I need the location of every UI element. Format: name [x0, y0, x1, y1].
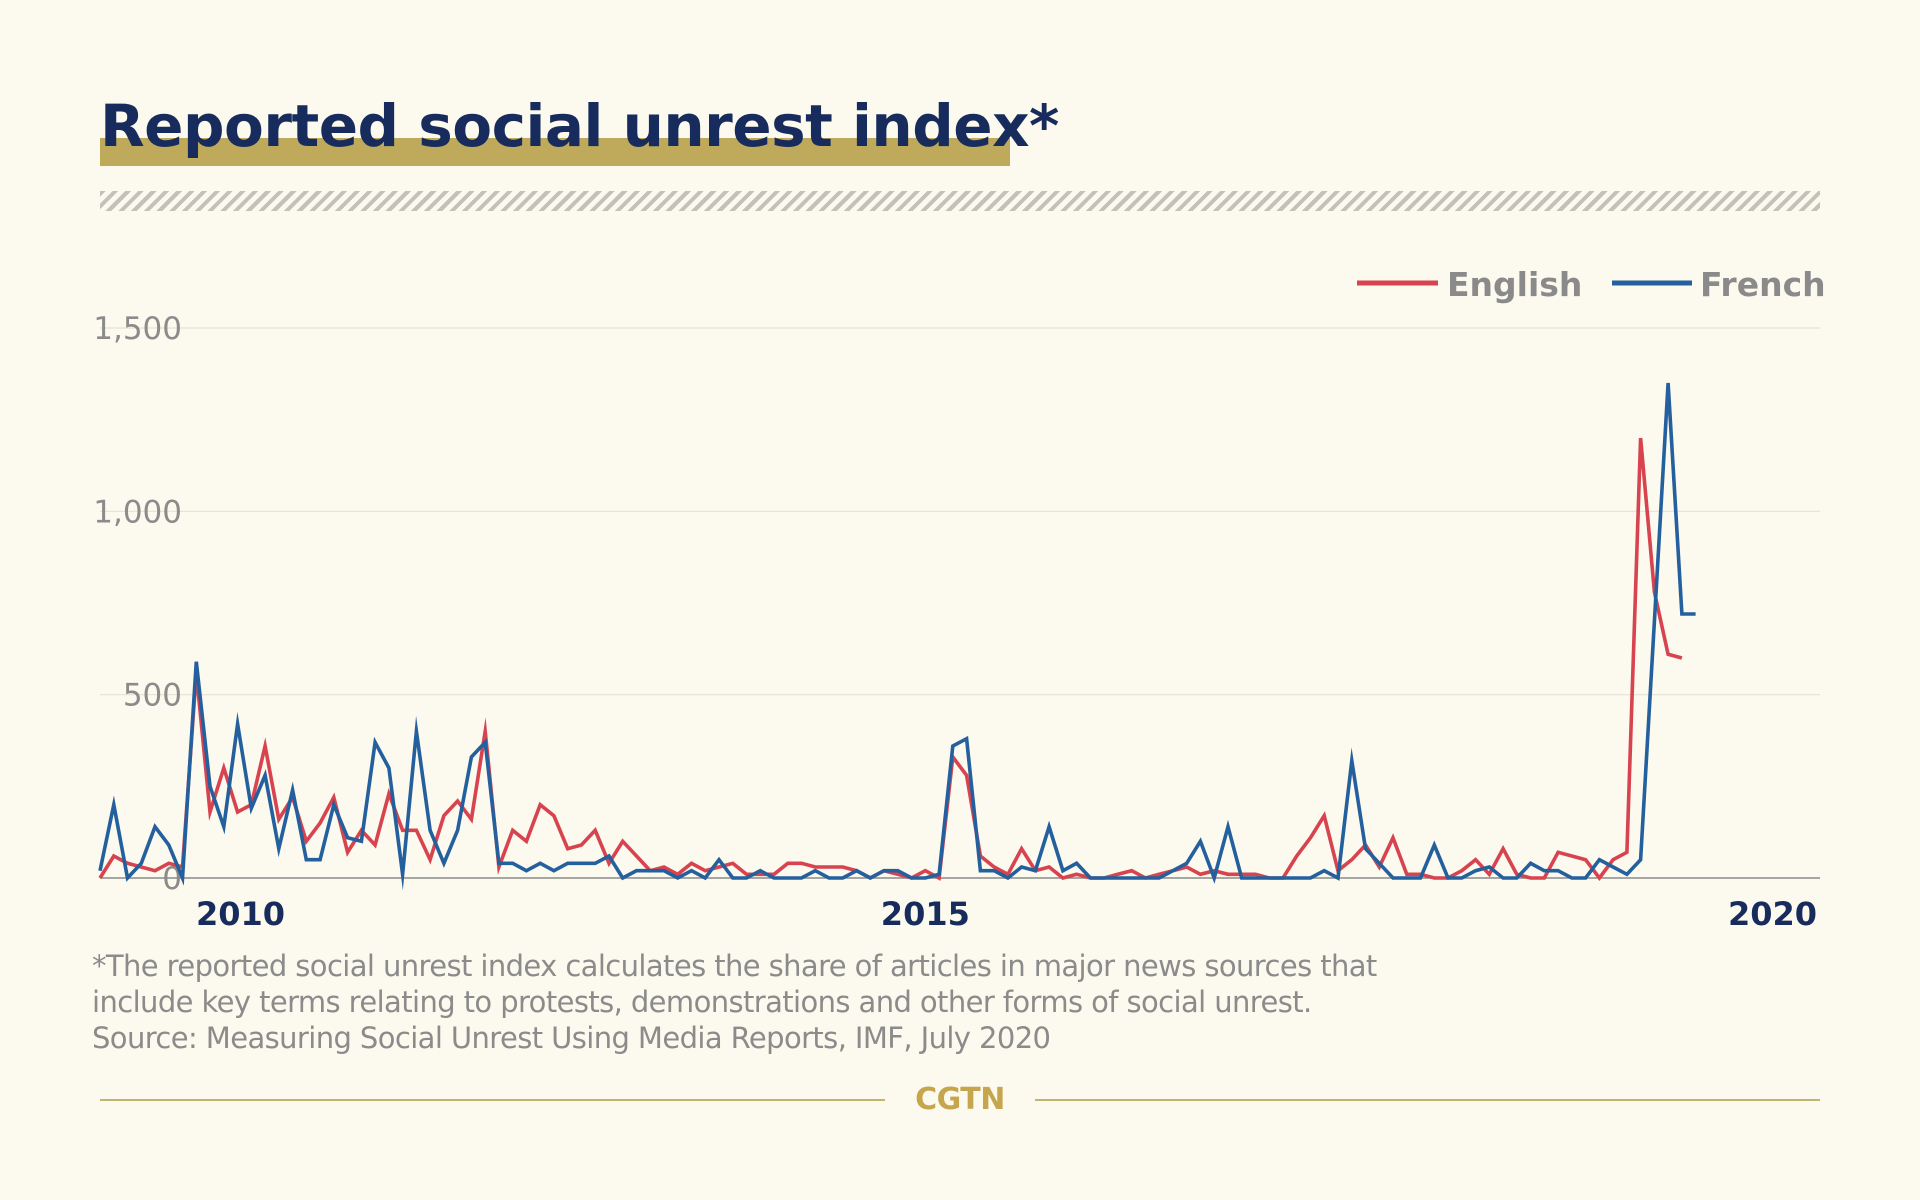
hatched-divider [100, 191, 1820, 211]
title-underline-bar [100, 138, 1010, 166]
series-line-french [98, 382, 1696, 891]
chart-title: Reported social unrest index* [100, 92, 1059, 160]
x-tick-label: 2020 [1728, 895, 1817, 933]
brand-divider-right [1035, 1099, 1820, 1101]
source-note: Source: Measuring Social Unrest Using Me… [92, 1021, 1051, 1055]
y-tick-label: 500 [123, 678, 182, 714]
x-tick-label: 2015 [881, 895, 970, 933]
y-tick-label: 1,500 [93, 311, 182, 347]
y-tick-label: 1,000 [93, 494, 182, 530]
brand-divider-left [100, 1099, 885, 1101]
y-tick-label: 0 [162, 861, 182, 897]
footnote: *The reported social unrest index calcul… [92, 948, 1377, 1056]
cgtn-logo: CGTN [915, 1082, 1005, 1117]
x-tick-label: 2010 [196, 895, 285, 933]
title-block: Reported social unrest index* [100, 92, 1059, 166]
footnote-line-2: include key terms relating to protests, … [92, 985, 1312, 1019]
footnote-line-1: *The reported social unrest index calcul… [92, 949, 1377, 983]
legend-label-french: French [1700, 265, 1826, 304]
legend-label-english: English [1447, 265, 1582, 304]
